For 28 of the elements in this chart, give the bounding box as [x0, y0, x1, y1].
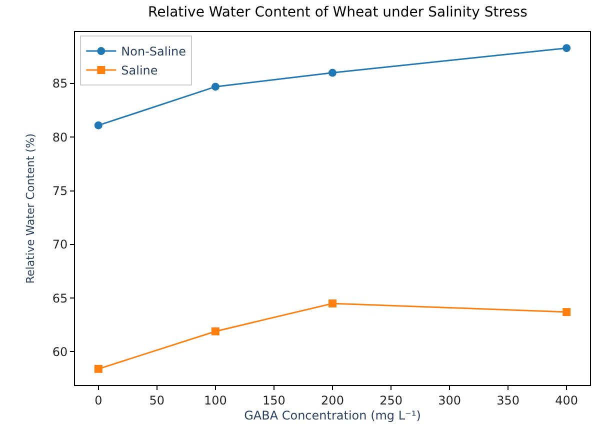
x-tick-label: 150	[262, 393, 286, 408]
legend-label: Saline	[121, 64, 158, 78]
point	[562, 44, 571, 52]
legend-label: Non-Saline	[121, 44, 186, 59]
x-tick-label: 100	[204, 393, 227, 408]
x-tick-label: 250	[380, 393, 402, 408]
x-tick-label: 200	[321, 393, 344, 408]
point	[562, 308, 571, 316]
point	[94, 364, 102, 373]
x-tick-label: 300	[438, 393, 462, 408]
x-tick-label: 400	[555, 393, 578, 408]
y-tick-label: 85	[52, 76, 68, 91]
point	[211, 82, 220, 91]
y-tick-label: 75	[52, 184, 68, 198]
point	[328, 299, 336, 308]
chart-title: Relative Water Content of Wheat under Salinity Stress	[148, 4, 528, 20]
x-tick-label: 50	[149, 393, 165, 408]
y-tick-label: 65	[52, 291, 68, 306]
y-tick-label: 60	[52, 344, 68, 359]
x-tick-label: 350	[496, 393, 520, 408]
y-axis-title: Relative Water Content (%)	[24, 133, 37, 284]
y-tick-label: 70	[52, 238, 68, 252]
x-tick-label: 0	[94, 393, 102, 408]
x-axis-title: GABA Concentration (mg L⁻¹)	[244, 408, 421, 422]
y-tick-label: 80	[52, 130, 68, 144]
point	[328, 68, 336, 77]
point	[211, 327, 220, 336]
point	[94, 121, 102, 130]
